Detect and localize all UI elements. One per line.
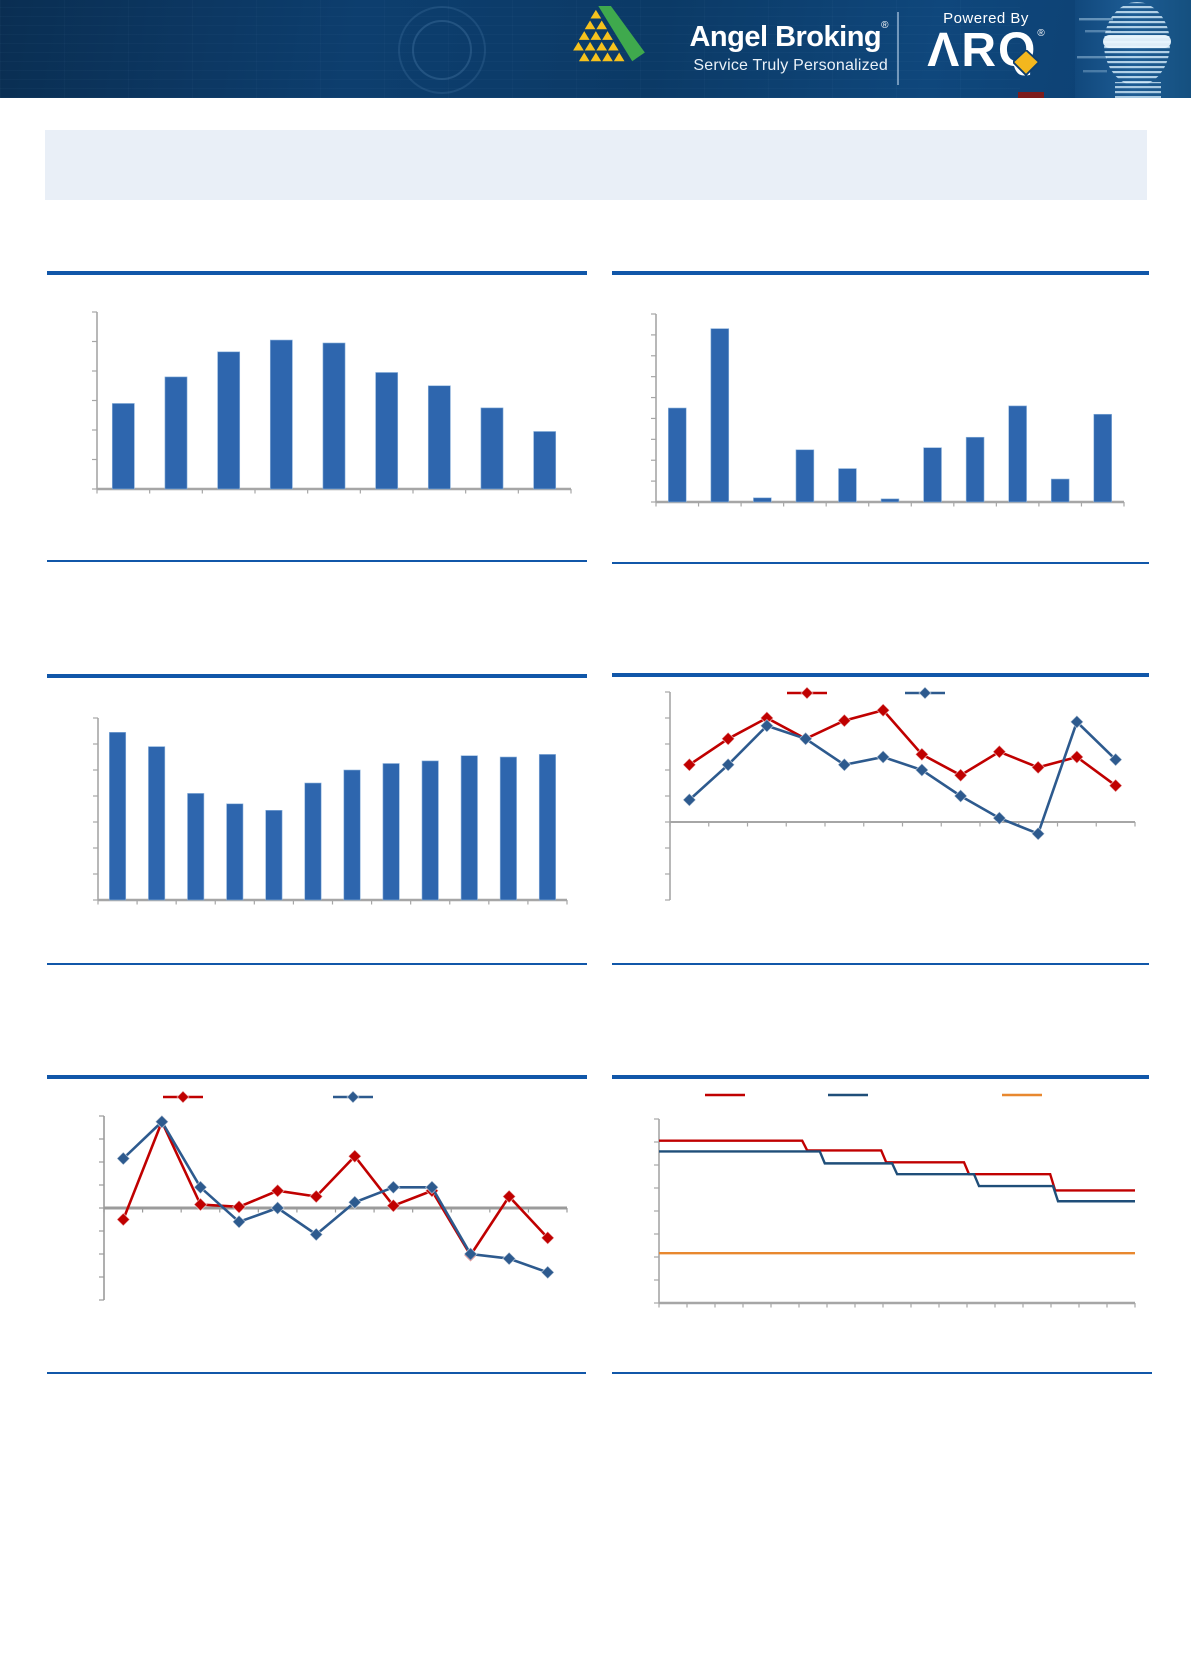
arq-kite-icon <box>1012 49 1039 76</box>
line-chart-bottom-left <box>90 1087 576 1310</box>
source-rule <box>47 1372 586 1374</box>
decorative-ring <box>398 6 486 94</box>
decorative-red-chip <box>1018 92 1044 98</box>
registered-mark: ® <box>1037 28 1045 39</box>
brand-text-block: Angel Broking® Service Truly Personalize… <box>645 20 888 75</box>
bar-chart-mid-left <box>84 708 576 910</box>
section-rule <box>47 271 587 275</box>
section-rule <box>47 674 587 678</box>
brand-name: Angel Broking® <box>645 20 888 54</box>
bar-chart-top-left <box>83 302 580 499</box>
source-rule <box>47 560 587 562</box>
decorative-ring <box>412 20 472 80</box>
bar-chart-top-right <box>642 304 1133 512</box>
section-rule <box>612 673 1149 677</box>
arq-logo: ΛRQ® <box>927 27 1045 76</box>
header-banner: Angel Broking® Service Truly Personalize… <box>0 0 1191 98</box>
source-rule <box>612 963 1149 965</box>
circuit-pattern <box>0 0 1020 98</box>
section-rule <box>612 1075 1149 1079</box>
brand-tagline: Service Truly Personalized <box>693 56 888 74</box>
robot-head-icon <box>1075 0 1191 98</box>
source-rule <box>47 963 587 965</box>
report-title-box <box>45 130 1147 200</box>
line-chart-mid-right <box>656 682 1144 910</box>
registered-mark: ® <box>881 20 888 31</box>
step-chart-bottom-right <box>645 1085 1144 1313</box>
section-rule <box>47 1075 587 1079</box>
brand-name-text: Angel Broking <box>689 21 882 53</box>
source-rule <box>612 1372 1152 1374</box>
section-rule <box>612 271 1149 275</box>
header-divider <box>897 12 899 85</box>
source-rule <box>612 562 1149 564</box>
angel-broking-logo-icon <box>573 4 645 62</box>
powered-by-block: Powered By ΛRQ® <box>908 10 1064 76</box>
powered-by-label: Powered By <box>943 10 1029 27</box>
